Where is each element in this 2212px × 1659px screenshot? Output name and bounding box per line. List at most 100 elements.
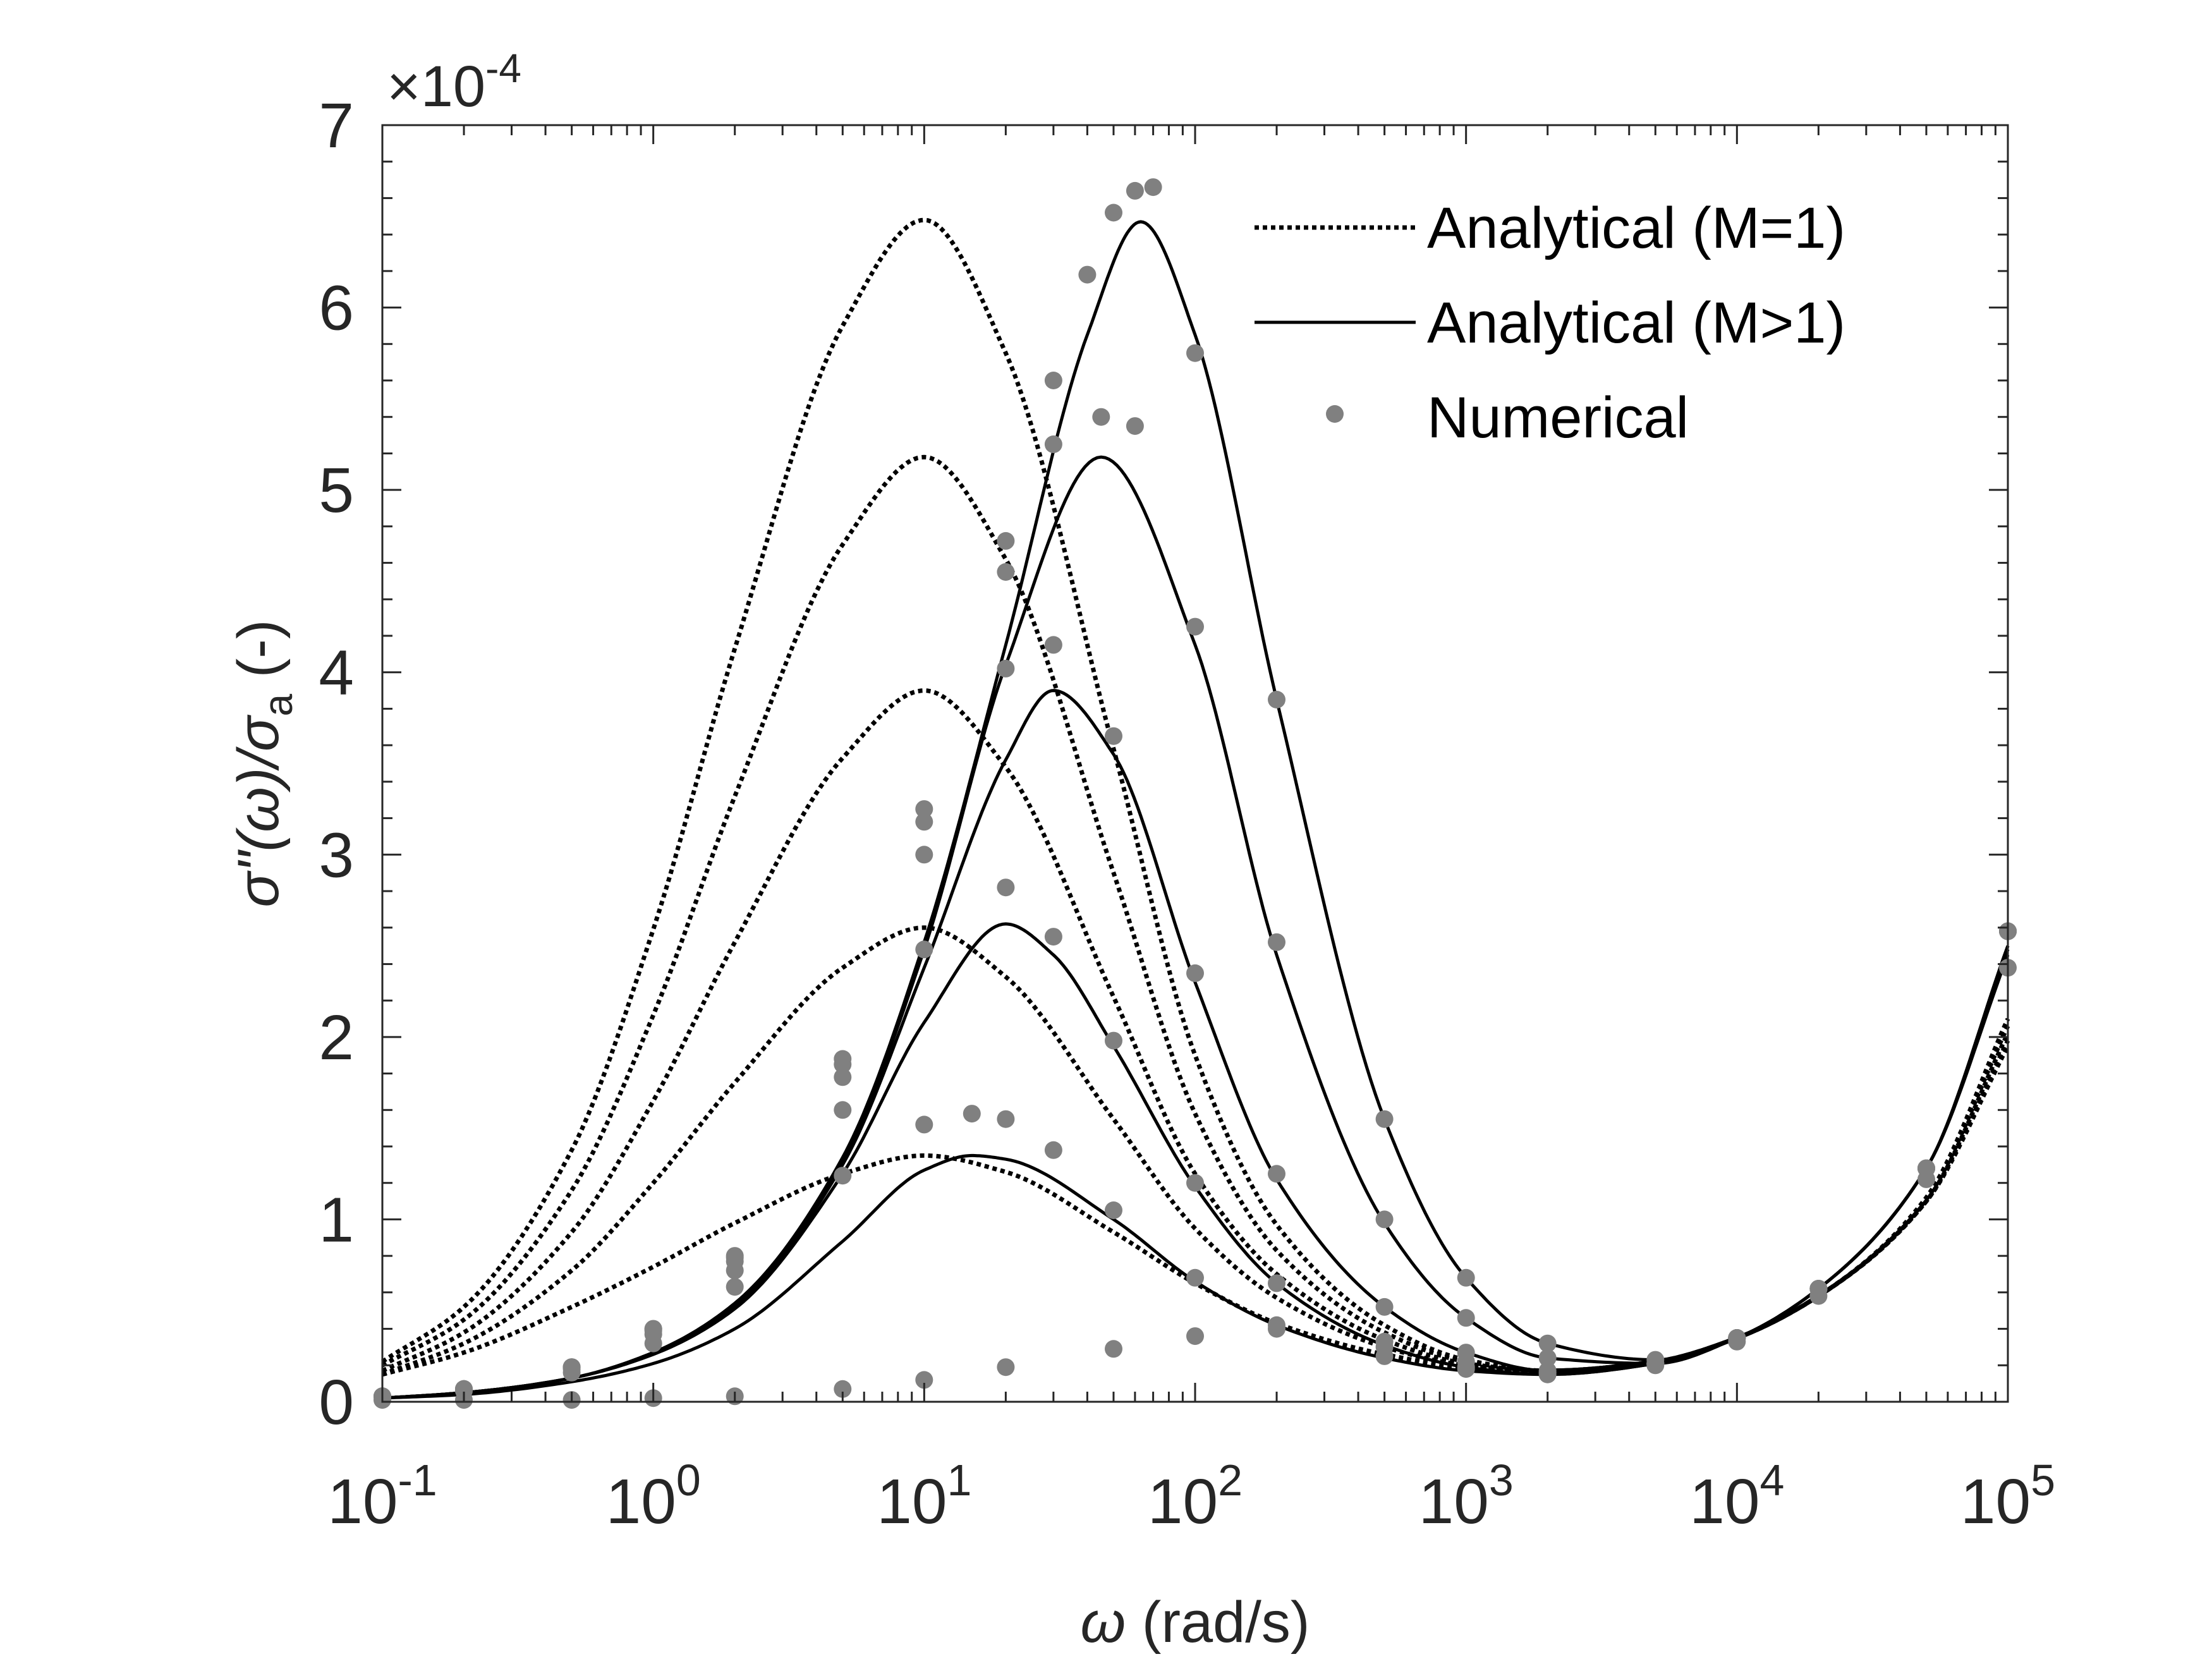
x-tick-base: 10 xyxy=(606,1466,676,1537)
numerical-point xyxy=(997,659,1015,678)
x-tick-exponent: -1 xyxy=(398,1455,437,1505)
numerical-point xyxy=(1105,204,1122,222)
numerical-point xyxy=(1268,933,1285,951)
legend-label-numerical: Numerical xyxy=(1427,386,1689,450)
numerical-point xyxy=(1044,435,1062,453)
numerical-point xyxy=(726,1247,744,1265)
y-tick-label: 5 xyxy=(319,455,354,526)
numerical-point xyxy=(562,1358,581,1376)
numerical-point xyxy=(1126,417,1144,435)
series-layer xyxy=(374,178,2017,1409)
legend-swatch-marker xyxy=(1326,405,1344,423)
x-tick-label: 102 xyxy=(1148,1455,1243,1537)
numerical-point xyxy=(1268,1274,1285,1292)
numerical-point xyxy=(1538,1334,1557,1352)
numerical-point xyxy=(1457,1358,1475,1376)
y-tick-label: 1 xyxy=(319,1184,354,1255)
numerical-point xyxy=(1186,344,1204,362)
numerical-point xyxy=(1728,1329,1746,1347)
numerical-point xyxy=(1105,1031,1122,1050)
numerical-point xyxy=(915,940,933,959)
y-axis-main: σ"(ω)/σ xyxy=(226,714,291,908)
numerical-point xyxy=(1092,408,1110,426)
y-exponent-prefix: ×10 xyxy=(387,54,485,119)
numerical-point xyxy=(1144,178,1162,197)
numerical-point xyxy=(644,1320,662,1338)
numerical-point xyxy=(1375,1210,1394,1229)
x-tick-exponent: 4 xyxy=(1759,1455,1784,1505)
numerical-point xyxy=(1538,1361,1557,1380)
numerical-point xyxy=(1105,1340,1122,1358)
x-axis-unit: (rad/s) xyxy=(1142,1590,1310,1655)
x-tick-base: 10 xyxy=(1419,1466,1489,1537)
x-tick-label: 100 xyxy=(606,1455,701,1537)
numerical-point xyxy=(997,878,1015,897)
y-tick-label: 6 xyxy=(319,273,354,344)
analytical-mgt1-curve-9 xyxy=(382,220,2010,1400)
numerical-point xyxy=(1457,1344,1475,1362)
numerical-point xyxy=(1186,1268,1204,1287)
x-tick-labels: 10-1 100 101 102 103 104 105 xyxy=(327,1455,2055,1537)
numerical-point xyxy=(997,563,1015,581)
numerical-point xyxy=(834,1380,852,1398)
x-tick-exponent: 3 xyxy=(1489,1455,1514,1505)
x-tick-label: 105 xyxy=(1960,1455,2055,1537)
numerical-point xyxy=(1186,1327,1204,1346)
numerical-series-15 xyxy=(374,178,2017,1406)
numerical-point xyxy=(1105,1201,1122,1219)
numerical-point xyxy=(915,846,933,864)
numerical-point xyxy=(1646,1351,1665,1369)
x-tick-base: 10 xyxy=(327,1466,398,1537)
numerical-point xyxy=(726,1278,744,1296)
numerical-point xyxy=(1126,181,1144,200)
x-tick-label: 101 xyxy=(877,1455,971,1537)
numerical-point xyxy=(455,1380,473,1398)
numerical-point xyxy=(997,1110,1015,1128)
legend: Analytical (M=1) Analytical (M>1) Numeri… xyxy=(1255,196,1845,450)
numerical-point xyxy=(1538,1349,1557,1367)
numerical-point xyxy=(1457,1268,1475,1287)
x-axis-title: ω (rad/s) xyxy=(1080,1590,1310,1655)
y-tick-label: 2 xyxy=(319,1002,354,1073)
y-axis-unit: (-) xyxy=(226,619,291,678)
numerical-point xyxy=(1186,1174,1204,1192)
numerical-point xyxy=(915,1115,933,1134)
numerical-point xyxy=(1268,1316,1285,1334)
numerical-point xyxy=(1105,727,1122,745)
numerical-point xyxy=(915,1371,933,1389)
numerical-point xyxy=(1268,1165,1285,1183)
numerical-point xyxy=(997,532,1015,550)
numerical-point xyxy=(834,1101,852,1119)
numerical-point xyxy=(1186,964,1204,982)
numerical-point xyxy=(1044,1141,1062,1159)
y-exponent-power: -4 xyxy=(485,46,521,91)
numerical-point xyxy=(1375,1338,1394,1356)
plot-area xyxy=(374,124,2017,1409)
tick-layer xyxy=(381,124,2009,1403)
x-tick-label: 103 xyxy=(1419,1455,1514,1537)
numerical-point xyxy=(963,1105,981,1123)
y-tick-label: 4 xyxy=(319,638,354,708)
y-exponent-label: ×10-4 xyxy=(387,46,521,119)
legend-label-analytical-m1: Analytical (M=1) xyxy=(1427,196,1845,260)
numerical-point xyxy=(1044,928,1062,946)
y-tick-labels: 0 1 2 3 4 5 6 7 xyxy=(319,90,354,1438)
numerical-point xyxy=(1375,1297,1394,1316)
y-tick-label: 7 xyxy=(319,90,354,161)
numerical-point xyxy=(915,800,933,818)
x-tick-base: 10 xyxy=(1960,1466,2031,1537)
numerical-point xyxy=(1809,1280,1828,1298)
analytical-m1-curve-1 xyxy=(381,925,2010,1376)
numerical-point xyxy=(1917,1159,1935,1177)
numerical-point xyxy=(834,1050,852,1068)
numerical-point xyxy=(834,1068,852,1086)
numerical-point xyxy=(1375,1110,1394,1128)
numerical-point xyxy=(1268,691,1285,708)
numerical-point xyxy=(1044,636,1062,654)
numerical-point xyxy=(1186,617,1204,636)
x-tick-label: 104 xyxy=(1689,1455,1784,1537)
y-axis-sub: a xyxy=(255,693,301,716)
numerical-point xyxy=(1044,372,1062,389)
x-tick-exponent: 2 xyxy=(1218,1455,1243,1505)
numerical-point xyxy=(997,1358,1015,1376)
